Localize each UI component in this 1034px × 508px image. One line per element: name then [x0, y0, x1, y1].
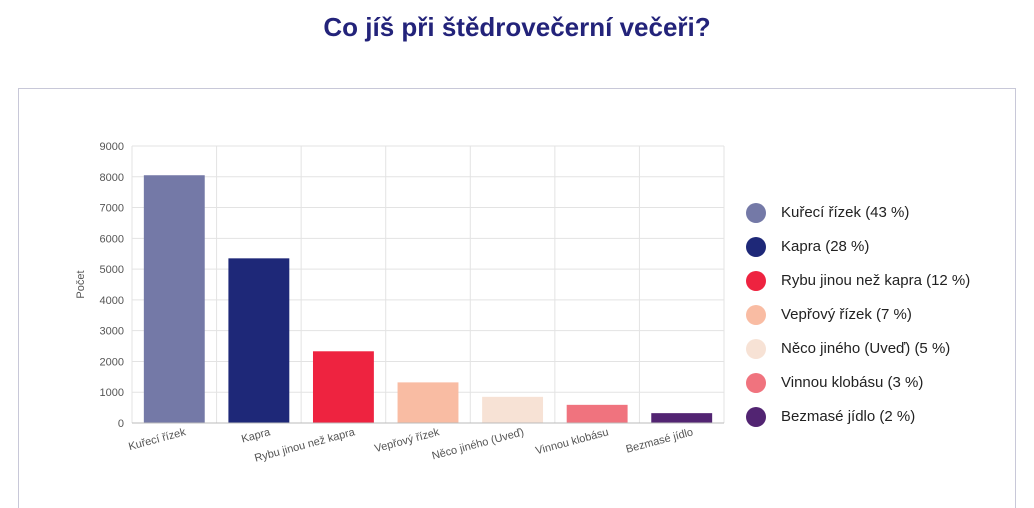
bar [397, 382, 459, 423]
legend-color-dot [746, 339, 766, 359]
legend-item[interactable]: Kapra (28 %) [746, 237, 996, 257]
y-tick-label: 1000 [100, 387, 124, 399]
legend-item[interactable]: Kuřecí řízek (43 %) [746, 203, 996, 223]
x-tick-label: Kapra [240, 426, 272, 445]
y-axis-label: Počet [75, 270, 87, 298]
legend-item[interactable]: Rybu jinou než kapra (12 %) [746, 271, 996, 291]
legend-color-dot [746, 237, 766, 257]
y-tick-label: 8000 [100, 172, 124, 184]
legend-label: Rybu jinou než kapra (12 %) [781, 272, 971, 289]
legend-color-dot [746, 203, 766, 223]
bar [228, 258, 290, 423]
y-tick-label: 9000 [100, 141, 124, 153]
bar [651, 413, 713, 423]
y-tick-label: 4000 [100, 295, 124, 307]
legend-color-dot [746, 373, 766, 393]
y-tick-label: 0 [118, 418, 124, 430]
bar [482, 396, 544, 423]
legend-color-dot [746, 407, 766, 427]
legend-item[interactable]: Bezmasé jídlo (2 %) [746, 407, 996, 427]
legend-label: Vinnou klobásu (3 %) [781, 374, 924, 391]
y-tick-label: 3000 [100, 326, 124, 338]
bar [143, 175, 205, 423]
x-tick-label: Něco jiného (Uveď) [431, 426, 526, 462]
chart-panel [18, 88, 1016, 508]
page-title: Co jíš při štědrovečerní večeři? [323, 12, 711, 42]
x-tick-label: Kuřecí řízek [127, 426, 187, 453]
y-tick-label: 6000 [100, 233, 124, 245]
legend-color-dot [746, 305, 766, 325]
y-tick-label: 2000 [100, 356, 124, 368]
legend-item[interactable]: Vinnou klobásu (3 %) [746, 373, 996, 393]
legend-label: Kuřecí řízek (43 %) [781, 204, 910, 221]
bar [566, 404, 628, 423]
y-tick-label: 7000 [100, 203, 124, 215]
bar [312, 351, 374, 423]
legend-color-dot [746, 271, 766, 291]
legend-label: Něco jiného (Uveď) (5 %) [781, 340, 951, 357]
legend-label: Kapra (28 %) [781, 238, 870, 255]
legend-label: Vepřový řízek (7 %) [781, 306, 912, 323]
y-tick-label: 5000 [100, 264, 124, 276]
chart-legend: Kuřecí řízek (43 %) Kapra (28 %) Rybu jino… [746, 203, 996, 441]
legend-label: Bezmasé jídlo (2 %) [781, 408, 916, 425]
legend-item[interactable]: Něco jiného (Uveď) (5 %) [746, 339, 996, 359]
legend-item[interactable]: Vepřový řízek (7 %) [746, 305, 996, 325]
x-tick-label: Bezmasé jídlo [625, 426, 695, 455]
x-tick-label: Vinnou klobásu [534, 426, 610, 457]
